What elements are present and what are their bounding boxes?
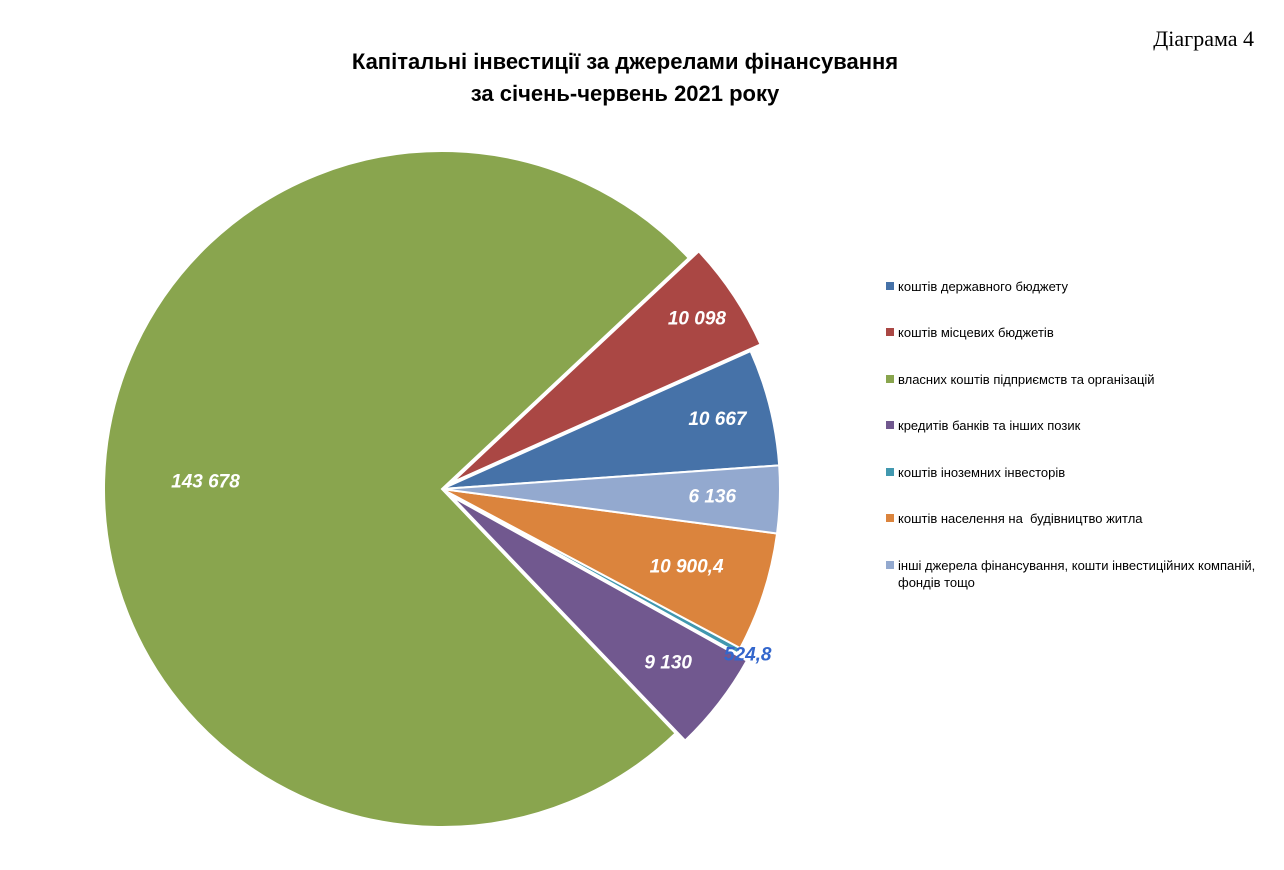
- legend-label: власних коштів підприємств та організаці…: [898, 372, 1155, 387]
- legend-swatch: [886, 375, 894, 383]
- legend-item: коштів населення на будівництво житла: [886, 510, 1278, 527]
- legend-item: коштів державного бюджету: [886, 278, 1278, 295]
- legend-swatch: [886, 282, 894, 290]
- pie-data-label: 10 900,4: [650, 557, 724, 578]
- legend-item: коштів місцевих бюджетів: [886, 324, 1278, 341]
- legend-label: коштів населення на будівництво житла: [898, 511, 1143, 526]
- legend-swatch: [886, 514, 894, 522]
- pie-slice: [450, 495, 749, 742]
- pie-slice: [441, 464, 781, 535]
- chart-title: Капітальні інвестиції за джерелами фінан…: [0, 46, 1250, 110]
- pie-slice: [451, 249, 762, 484]
- legend-swatch: [886, 561, 894, 569]
- legend-item: кредитів банків та інших позик: [886, 417, 1278, 434]
- pie-slices: [103, 150, 781, 828]
- legend-item: власних коштів підприємств та організаці…: [886, 371, 1278, 388]
- diagram-number: Діаграма 4: [1153, 26, 1254, 51]
- pie-data-label: 10 667: [688, 409, 748, 430]
- legend-label: коштів місцевих бюджетів: [898, 325, 1054, 340]
- chart-title-line-1: Капітальні інвестиції за джерелами фінан…: [351, 49, 899, 74]
- pie-slice: [103, 150, 691, 828]
- pie-data-label: 524,8: [724, 645, 772, 666]
- pie-data-labels: 10 667 10 098 143 678 9 130 524,8 10 900,4 6 1…: [171, 309, 772, 674]
- pie-data-label: 9 130: [644, 653, 692, 674]
- pie-data-label: 143 678: [171, 471, 240, 492]
- legend-label: кредитів банків та інших позик: [898, 418, 1081, 433]
- legend-swatch: [886, 421, 894, 429]
- pie-data-label: 6 136: [688, 486, 736, 507]
- legend-label: коштів іноземних інвесторів: [898, 465, 1066, 480]
- legend-item: коштів іноземних інвесторів: [886, 464, 1278, 481]
- legend-swatch: [886, 468, 894, 476]
- legend-label: інші джерела фінансування, кошти інвести…: [898, 558, 1259, 590]
- legend-swatch: [886, 328, 894, 336]
- pie-data-label: 10 098: [668, 309, 727, 330]
- legend-item: інші джерела фінансування, кошти інвести…: [886, 557, 1278, 591]
- legend-label: коштів державного бюджету: [898, 279, 1069, 294]
- chart-title-line-2: за січень-червень 2021 року: [470, 81, 780, 106]
